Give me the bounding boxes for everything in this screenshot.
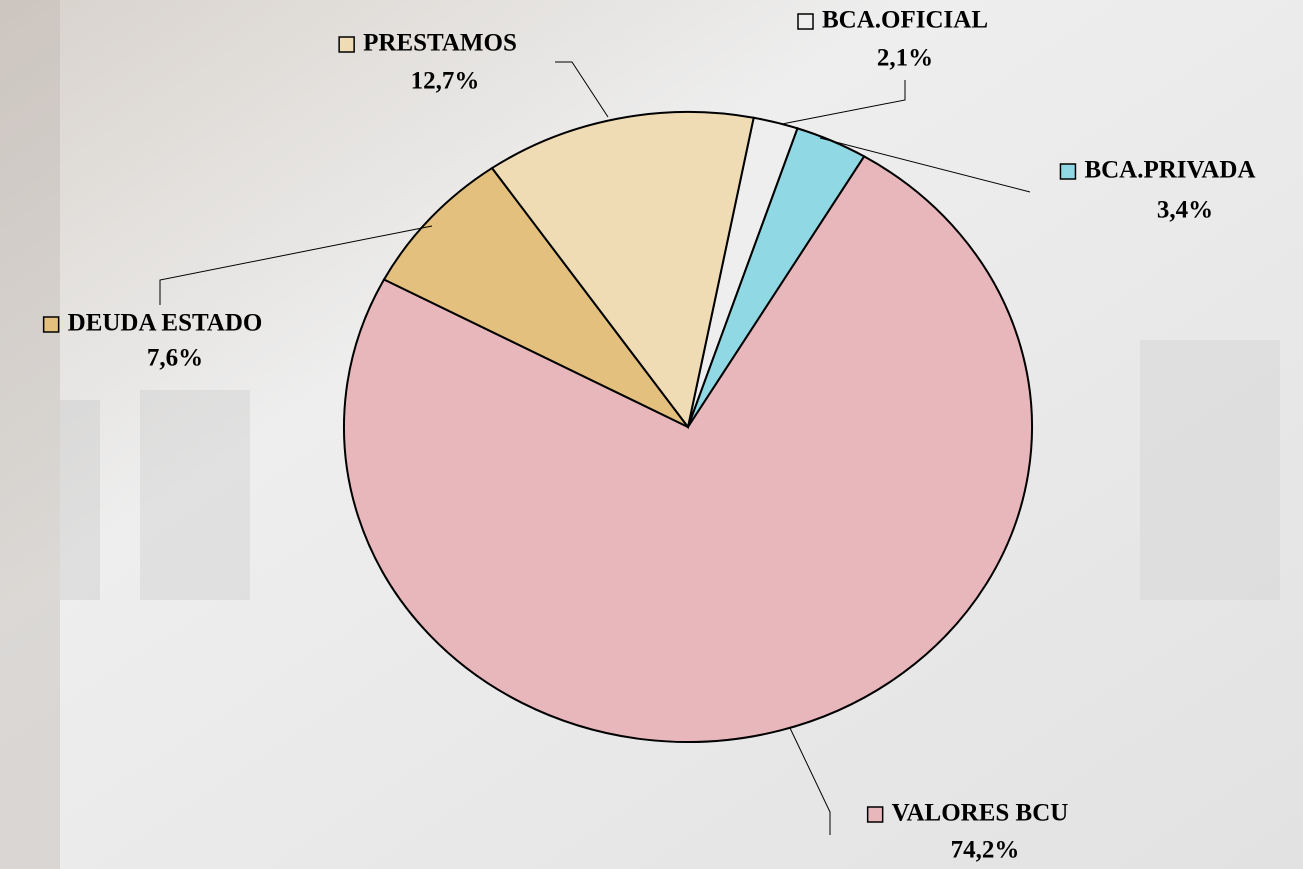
legend-key xyxy=(42,316,60,333)
value-label: 7,6% xyxy=(147,345,203,372)
slice-label: DEUDA ESTADO xyxy=(68,310,263,337)
legend-key xyxy=(1059,163,1077,180)
leader-line xyxy=(555,61,609,118)
leader-line xyxy=(781,80,906,125)
value-label: 3,4% xyxy=(1157,197,1213,224)
leader-line xyxy=(789,727,831,835)
leader-line xyxy=(819,137,1031,193)
slice-label: VALORES BCU xyxy=(892,800,1069,827)
value-label: 74,2% xyxy=(951,837,1020,864)
slice-label: PRESTAMOS xyxy=(363,30,517,57)
value-label: 2,1% xyxy=(877,45,933,72)
slice-label: BCA.OFICIAL xyxy=(822,7,988,34)
pie-slice xyxy=(490,111,755,430)
value-label: 12,7% xyxy=(411,68,480,95)
legend-key xyxy=(797,13,814,30)
legend-key xyxy=(338,36,355,53)
legend-key xyxy=(866,806,884,823)
leader-line xyxy=(159,225,433,305)
pie-slice xyxy=(382,166,689,428)
pie-slice xyxy=(343,155,1033,743)
slice-label: BCA.PRIVADA xyxy=(1084,157,1255,184)
